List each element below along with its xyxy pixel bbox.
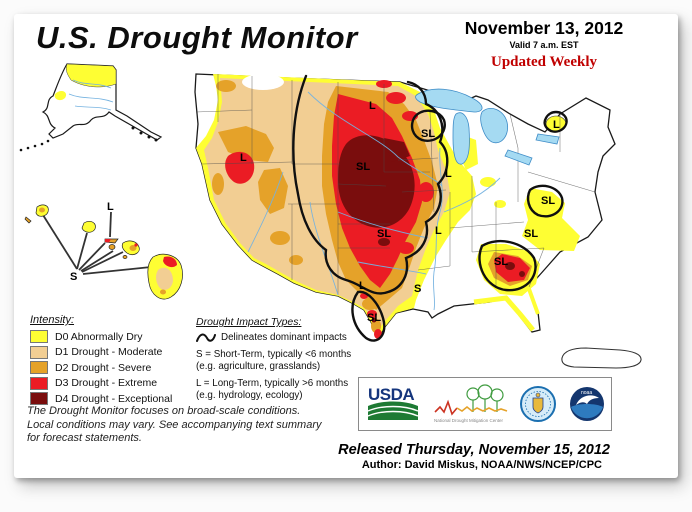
aleutian-islands	[19, 126, 158, 152]
d4-swatch	[30, 392, 48, 405]
impact-label: SL	[524, 228, 538, 240]
bigisland-d2-spot	[160, 289, 166, 295]
impact-types-title: Drought Impact Types:	[196, 316, 302, 328]
maui-d2-spot	[129, 245, 137, 251]
d1-label: D1 Drought - Moderate	[55, 346, 163, 358]
d4-label: D4 Drought - Exceptional	[55, 392, 173, 405]
noaa-wave	[570, 404, 603, 419]
impact-label: L	[435, 225, 442, 237]
legend-title: Intensity:	[30, 314, 75, 326]
alaska-inset-map	[19, 63, 163, 152]
d0-label: D0 Abnormally Dry	[55, 330, 143, 343]
hawaii-long-term-label: L	[107, 201, 114, 213]
alaska-rivers	[68, 79, 114, 111]
ndmc-drought-line-orange	[456, 405, 508, 412]
puerto-rico-inset-map	[561, 347, 642, 369]
noaa-wordmark: noaa	[581, 390, 592, 396]
legend-item-d3: D3 Drought - Extreme	[30, 376, 205, 390]
alaska-d0-region	[65, 63, 117, 88]
map-date: November 13, 2012	[464, 18, 624, 38]
alaska-outline	[41, 63, 163, 141]
legend-item-d2: D2 Drought - Severe	[30, 361, 205, 374]
conus-drought-map: L L SL SL L SL L L SL S SL SL SL L	[194, 73, 616, 342]
disclaimer-text: The Drought Monitor focuses on broad-sca…	[27, 405, 372, 446]
impact-label: L	[240, 152, 247, 164]
usda-field-shape	[368, 401, 419, 420]
alaska-d0-region	[54, 91, 67, 101]
molokai-d3-spot	[105, 239, 111, 243]
no-drought-gap	[242, 74, 284, 90]
usda-wordmark: USDA	[368, 385, 414, 404]
delineation-squiggle-icon	[196, 333, 216, 342]
d2-label: D2 Drought - Severe	[55, 361, 152, 374]
noaa-gull-icon	[575, 395, 599, 405]
released-date: Released Thursday, November 15, 2012	[338, 442, 610, 458]
d3-label: D3 Drought - Extreme	[55, 377, 158, 389]
rivers	[247, 91, 501, 311]
commerce-shield	[532, 397, 544, 414]
impact-label: L	[359, 280, 366, 292]
disclaimer-line2: Local conditions may vary. See accompany…	[27, 418, 322, 431]
impact-label: SL	[494, 256, 508, 268]
lanai-island	[108, 244, 116, 250]
puerto-rico-outline	[561, 347, 642, 369]
ndmc-caption-text: National Drought Mitigation Center	[434, 418, 504, 423]
impact-label: L	[445, 168, 452, 180]
page-title: U.S. Drought Monitor	[36, 20, 358, 55]
legend-item-d4: D4 Drought - Exceptional	[30, 392, 205, 405]
d2-swatch	[30, 361, 48, 374]
maui-d3-spot	[134, 243, 138, 247]
short-term-definition: S = Short-Term, typically <6 months	[196, 349, 352, 360]
ndmc-trees-icon	[466, 384, 504, 412]
niihau-island	[24, 216, 32, 224]
kahoolawe-island	[122, 255, 128, 259]
bigisland-d1-area	[156, 267, 173, 290]
kauai-d2-spot	[39, 207, 45, 213]
legend-item-d1: D1 Drought - Moderate	[30, 345, 205, 359]
department-of-commerce-seal	[520, 386, 557, 422]
usda-logo: USDA	[367, 385, 419, 420]
agency-logos-box: USDA National Drought Mitigation Center …	[358, 377, 612, 431]
updated-weekly-note: Updated Weekly	[491, 54, 597, 70]
author-credit: Author: David Miskus, NOAA/NWS/NCEP/CPC	[361, 459, 602, 471]
drought-monitor-page: U.S. Drought Monitor November 13, 2012 V…	[14, 14, 678, 478]
disclaimer-line3: for forecast statements.	[27, 432, 142, 444]
disclaimer-line1: The Drought Monitor focuses on broad-sca…	[27, 405, 301, 417]
impact-labels: L L SL SL L SL L L SL S SL SL SL L	[240, 100, 560, 324]
impact-label: L	[369, 100, 376, 112]
d1-swatch	[30, 345, 48, 359]
drought-impact-types: Drought Impact Types: Delineates dominan…	[196, 316, 364, 402]
oahu-island	[81, 221, 96, 233]
legend-item-d0: D0 Abnormally Dry	[30, 330, 205, 343]
hawaii-short-term-label: S	[70, 271, 77, 283]
impact-label: SL	[377, 228, 391, 240]
impact-boundary-lines	[292, 74, 568, 342]
state-borders	[195, 74, 596, 295]
delineates-text: Delineates dominant impacts	[221, 332, 347, 343]
bigisland-d3-spot	[163, 256, 177, 268]
date-block: November 13, 2012 Valid 7 a.m. EST Updat…	[438, 18, 650, 71]
impact-label: L	[553, 119, 560, 131]
impact-label: S	[414, 283, 421, 295]
short-term-example: (e.g. agriculture, grasslands)	[196, 361, 321, 372]
impact-label: SL	[421, 128, 435, 140]
valid-time: Valid 7 a.m. EST	[509, 40, 579, 50]
ndmc-logo: National Drought Mitigation Center	[434, 384, 508, 423]
release-info: Released Thursday, November 15, 2012 Aut…	[310, 442, 610, 471]
d4-exceptional-regions	[338, 135, 525, 323]
hawaii-pointer-lines	[42, 211, 152, 275]
long-term-example: (e.g. hydrology, ecology)	[196, 390, 303, 401]
d3-swatch	[30, 376, 48, 390]
ndmc-drought-line-red	[434, 399, 458, 416]
impact-label: SL	[367, 312, 381, 324]
noaa-logo: noaa	[569, 387, 604, 421]
impact-label: SL	[541, 195, 555, 207]
hawaii-inset-map: L S	[24, 201, 183, 300]
impact-label: SL	[356, 161, 370, 173]
d0-swatch	[30, 330, 48, 343]
great-lakes	[415, 88, 560, 166]
long-term-definition: L = Long-Term, typically >6 months	[196, 378, 349, 389]
intensity-legend: Intensity: D0 Abnormally Dry D1 Drought …	[30, 314, 205, 408]
